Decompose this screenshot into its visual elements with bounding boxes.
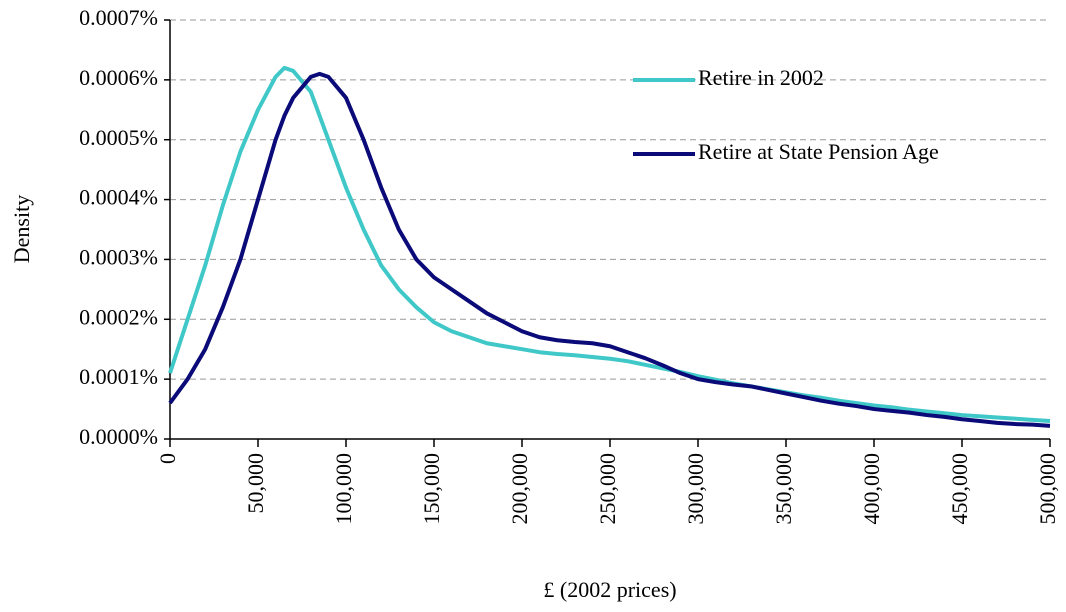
y-tick-label: 0.0005% (79, 125, 158, 150)
y-tick-label: 0.0001% (79, 364, 158, 389)
x-tick-label: 150,000 (419, 453, 444, 525)
x-tick-label: 450,000 (947, 453, 972, 525)
x-tick-label: 350,000 (771, 453, 796, 525)
series-line (168, 65, 1051, 424)
x-tick-label: 200,000 (507, 453, 532, 525)
y-tick-label: 0.0006% (79, 65, 158, 90)
y-tick-label: 0.0007% (79, 5, 158, 30)
y-tick-label: 0.0003% (79, 244, 158, 269)
x-tick-label: 100,000 (331, 453, 356, 525)
x-axis-label: £ (2002 prices) (543, 577, 676, 602)
x-tick-label: 50,000 (243, 453, 268, 514)
x-tick-label: 0 (155, 453, 180, 464)
y-axis-label: Density (9, 195, 34, 263)
x-tick-label: 400,000 (859, 453, 884, 525)
legend-label: Retire in 2002 (698, 65, 824, 90)
x-tick-label: 300,000 (683, 453, 708, 525)
y-tick-label: 0.0004% (79, 185, 158, 210)
y-tick-label: 0.0000% (79, 424, 158, 449)
y-tick-label: 0.0002% (79, 304, 158, 329)
x-tick-label: 250,000 (595, 453, 620, 525)
legend-label: Retire at State Pension Age (698, 139, 939, 164)
series-line (168, 71, 1051, 428)
x-tick-label: 500,000 (1035, 453, 1060, 525)
